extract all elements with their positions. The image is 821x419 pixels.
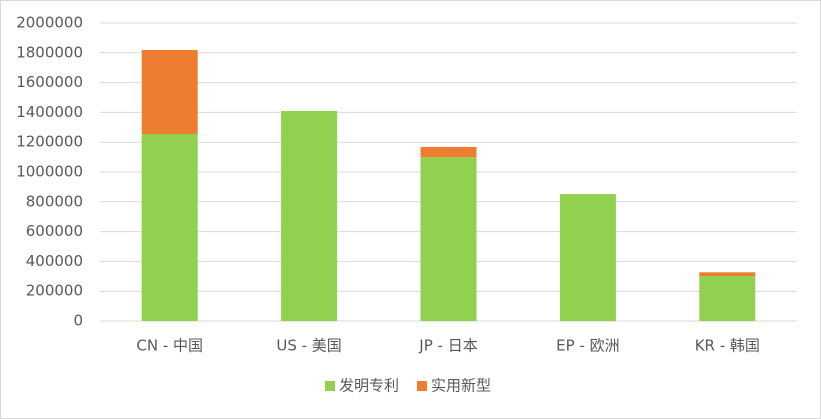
bar-segment <box>281 110 338 321</box>
bar-segment <box>420 157 477 321</box>
bar-segment <box>141 134 198 321</box>
legend-swatch <box>325 381 335 391</box>
legend-label: 发明专利 <box>339 377 399 395</box>
bar-segment <box>141 49 198 135</box>
bar-segment <box>699 276 756 321</box>
legend-label: 实用新型 <box>431 377 491 395</box>
y-tick-label: 200000 <box>26 282 83 300</box>
legend-swatch <box>417 381 428 391</box>
y-tick-label: 0 <box>73 312 83 330</box>
x-tick-label: KR - 韩国 <box>695 337 760 355</box>
y-tick-label: 1800000 <box>16 43 83 61</box>
x-tick-label: US - 美国 <box>276 337 341 355</box>
x-tick-label: EP - 欧洲 <box>556 337 619 355</box>
y-tick-label: 1600000 <box>16 73 83 91</box>
y-tick-label: 600000 <box>26 222 83 240</box>
y-tick-label: 400000 <box>26 252 83 270</box>
x-tick-label: JP - 日本 <box>418 337 477 355</box>
y-tick-label: 2000000 <box>16 14 83 32</box>
y-tick-label: 1200000 <box>16 133 83 151</box>
bar-segment <box>420 146 477 158</box>
y-tick-label: 800000 <box>26 192 83 210</box>
y-tick-label: 1000000 <box>16 163 83 181</box>
y-tick-label: 1400000 <box>16 103 83 121</box>
bar-segment <box>699 272 756 277</box>
bar-segment <box>559 194 616 321</box>
x-tick-label: CN - 中国 <box>136 337 203 355</box>
